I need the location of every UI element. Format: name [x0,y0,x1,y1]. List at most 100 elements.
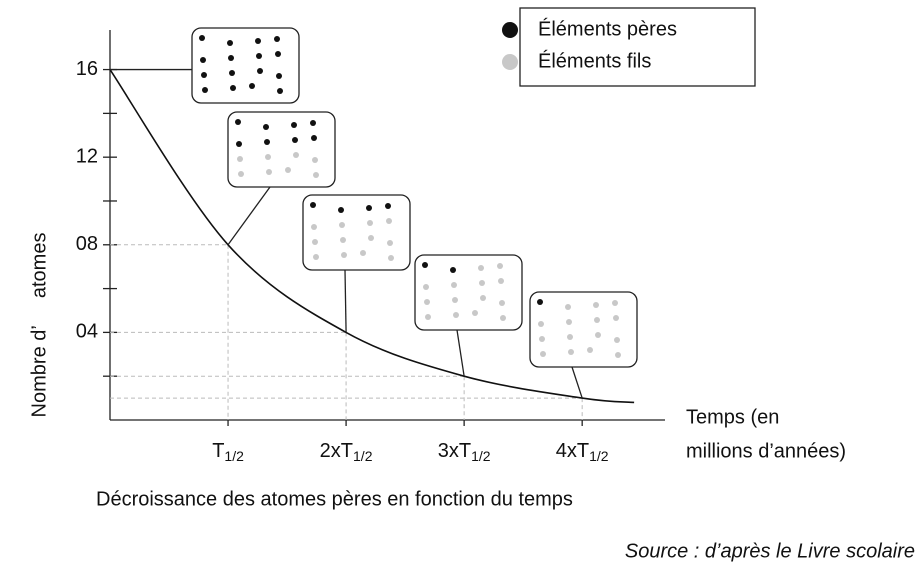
x-tick-label-sub: 1/2 [589,448,609,464]
connector [456,329,465,377]
parent-atom [291,122,297,128]
decay-curve [109,69,635,404]
daughter-atom [265,154,271,160]
parent-atom [235,119,241,125]
daughter-atom [499,300,505,306]
parent-atom [292,137,298,143]
daughter-atom [266,169,272,175]
y-tick-label: 04 [76,321,98,343]
daughter-atom [368,235,374,241]
daughter-atom [367,220,373,226]
parent-atom [255,38,261,44]
parent-atom [257,68,263,74]
caption: Décroissance des atomes pères en fonctio… [96,488,573,510]
parent-atom [249,83,255,89]
legend-marker [502,54,518,70]
legend-box [519,7,756,87]
parent-atom [202,87,208,93]
parent-atom [274,36,280,42]
daughter-atom [339,222,345,228]
x-tick-label-sub: 1/2 [353,448,373,464]
x-tick-label: 4xT1/2 [556,440,609,463]
daughter-atom [387,240,393,246]
parent-atom [201,72,207,78]
x-tick-label-sub: 1/2 [471,448,491,464]
parent-atom [236,141,242,147]
daughter-atom [614,337,620,343]
daughter-atom [568,349,574,355]
x-tick-label: T1/2 [212,440,244,463]
legend-label: Éléments pères [538,17,677,40]
parent-atom [263,124,269,130]
daughter-atom [453,312,459,318]
x-tick-label-main: T [212,440,224,462]
parent-atom [228,55,234,61]
x-axis-title: Temps (en [686,406,779,428]
daughter-atom [472,310,478,316]
x-tick-label-main: 3xT [438,440,471,462]
daughter-atom [313,254,319,260]
parent-atom [310,202,316,208]
daughter-atom [593,302,599,308]
daughter-atom [312,157,318,163]
parent-atom [450,267,456,273]
daughter-atom [388,255,394,261]
daughter-atom [540,351,546,357]
y-axis-title: Nombre d’ atomes [28,233,50,418]
parent-atom [227,40,233,46]
daughter-atom [566,319,572,325]
daughter-atom [312,239,318,245]
daughter-atom [612,300,618,306]
daughter-atom [500,315,506,321]
y-tick-label: 12 [76,145,98,167]
connector [227,186,271,246]
daughter-atom [424,299,430,305]
y-tick-label: 16 [76,58,98,80]
daughter-atom [567,334,573,340]
parent-atom [275,51,281,57]
parent-atom [366,205,372,211]
parent-atom [264,139,270,145]
parent-atom [311,135,317,141]
parent-atom [385,203,391,209]
particle-box [529,291,638,368]
daughter-atom [341,252,347,258]
daughter-atom [539,336,545,342]
daughter-atom [452,297,458,303]
daughter-atom [613,315,619,321]
daughter-atom [311,224,317,230]
parent-atom [338,207,344,213]
daughter-atom [565,304,571,310]
parent-atom [276,73,282,79]
daughter-atom [386,218,392,224]
daughter-atom [423,284,429,290]
x-tick-label-main: 2xT [320,440,353,462]
connector [344,269,347,333]
daughter-atom [238,171,244,177]
daughter-atom [360,250,366,256]
legend-label: Éléments fils [538,49,651,72]
source: Source : d’après le Livre scolaire [625,540,915,562]
daughter-atom [285,167,291,173]
particle-box [227,111,336,188]
daughter-atom [479,280,485,286]
y-tick-label: 08 [76,233,98,255]
parent-atom [277,88,283,94]
daughter-atom [480,295,486,301]
daughter-atom [538,321,544,327]
x-tick-label-main: 4xT [556,440,589,462]
parent-atom [422,262,428,268]
daughter-atom [237,156,243,162]
particle-box [302,194,411,271]
daughter-atom [425,314,431,320]
daughter-atom [293,152,299,158]
parent-atom [256,53,262,59]
parent-atom [230,85,236,91]
daughter-atom [594,317,600,323]
particle-box [414,254,523,331]
daughter-atom [497,263,503,269]
daughter-atom [498,278,504,284]
daughter-atom [340,237,346,243]
